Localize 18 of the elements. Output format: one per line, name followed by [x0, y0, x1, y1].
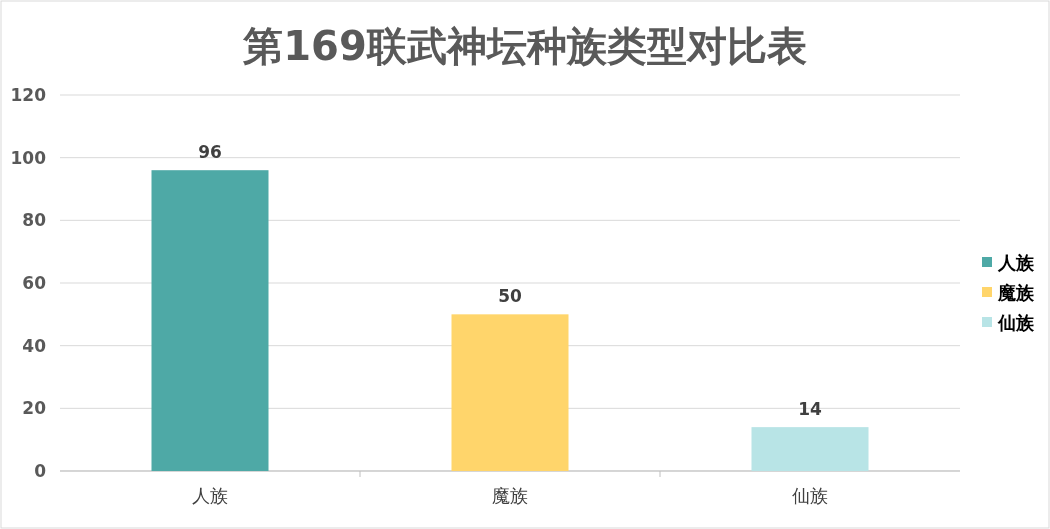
y-tick-label: 60: [22, 273, 47, 293]
y-tick-label: 0: [34, 461, 47, 481]
legend: 人族 魔族 仙族: [982, 252, 1034, 333]
data-label: 50: [498, 286, 522, 307]
y-tick-label: 20: [22, 398, 47, 419]
x-tick-label: 人族: [192, 485, 228, 506]
x-tick-label: 仙族: [792, 485, 828, 506]
legend-label: 仙族: [997, 312, 1035, 333]
data-label: 96: [198, 142, 222, 163]
y-tick-label: 80: [22, 210, 47, 231]
chart-title: 第169联武神坛种族类型对比表: [242, 23, 807, 69]
legend-label: 魔族: [997, 282, 1035, 303]
data-label: 14: [798, 399, 822, 420]
x-tick-label: 魔族: [492, 485, 528, 506]
y-tick-label: 40: [22, 335, 47, 356]
y-tick-label: 120: [10, 85, 47, 105]
y-tick-label: 100: [10, 147, 47, 168]
legend-label: 人族: [997, 252, 1035, 273]
